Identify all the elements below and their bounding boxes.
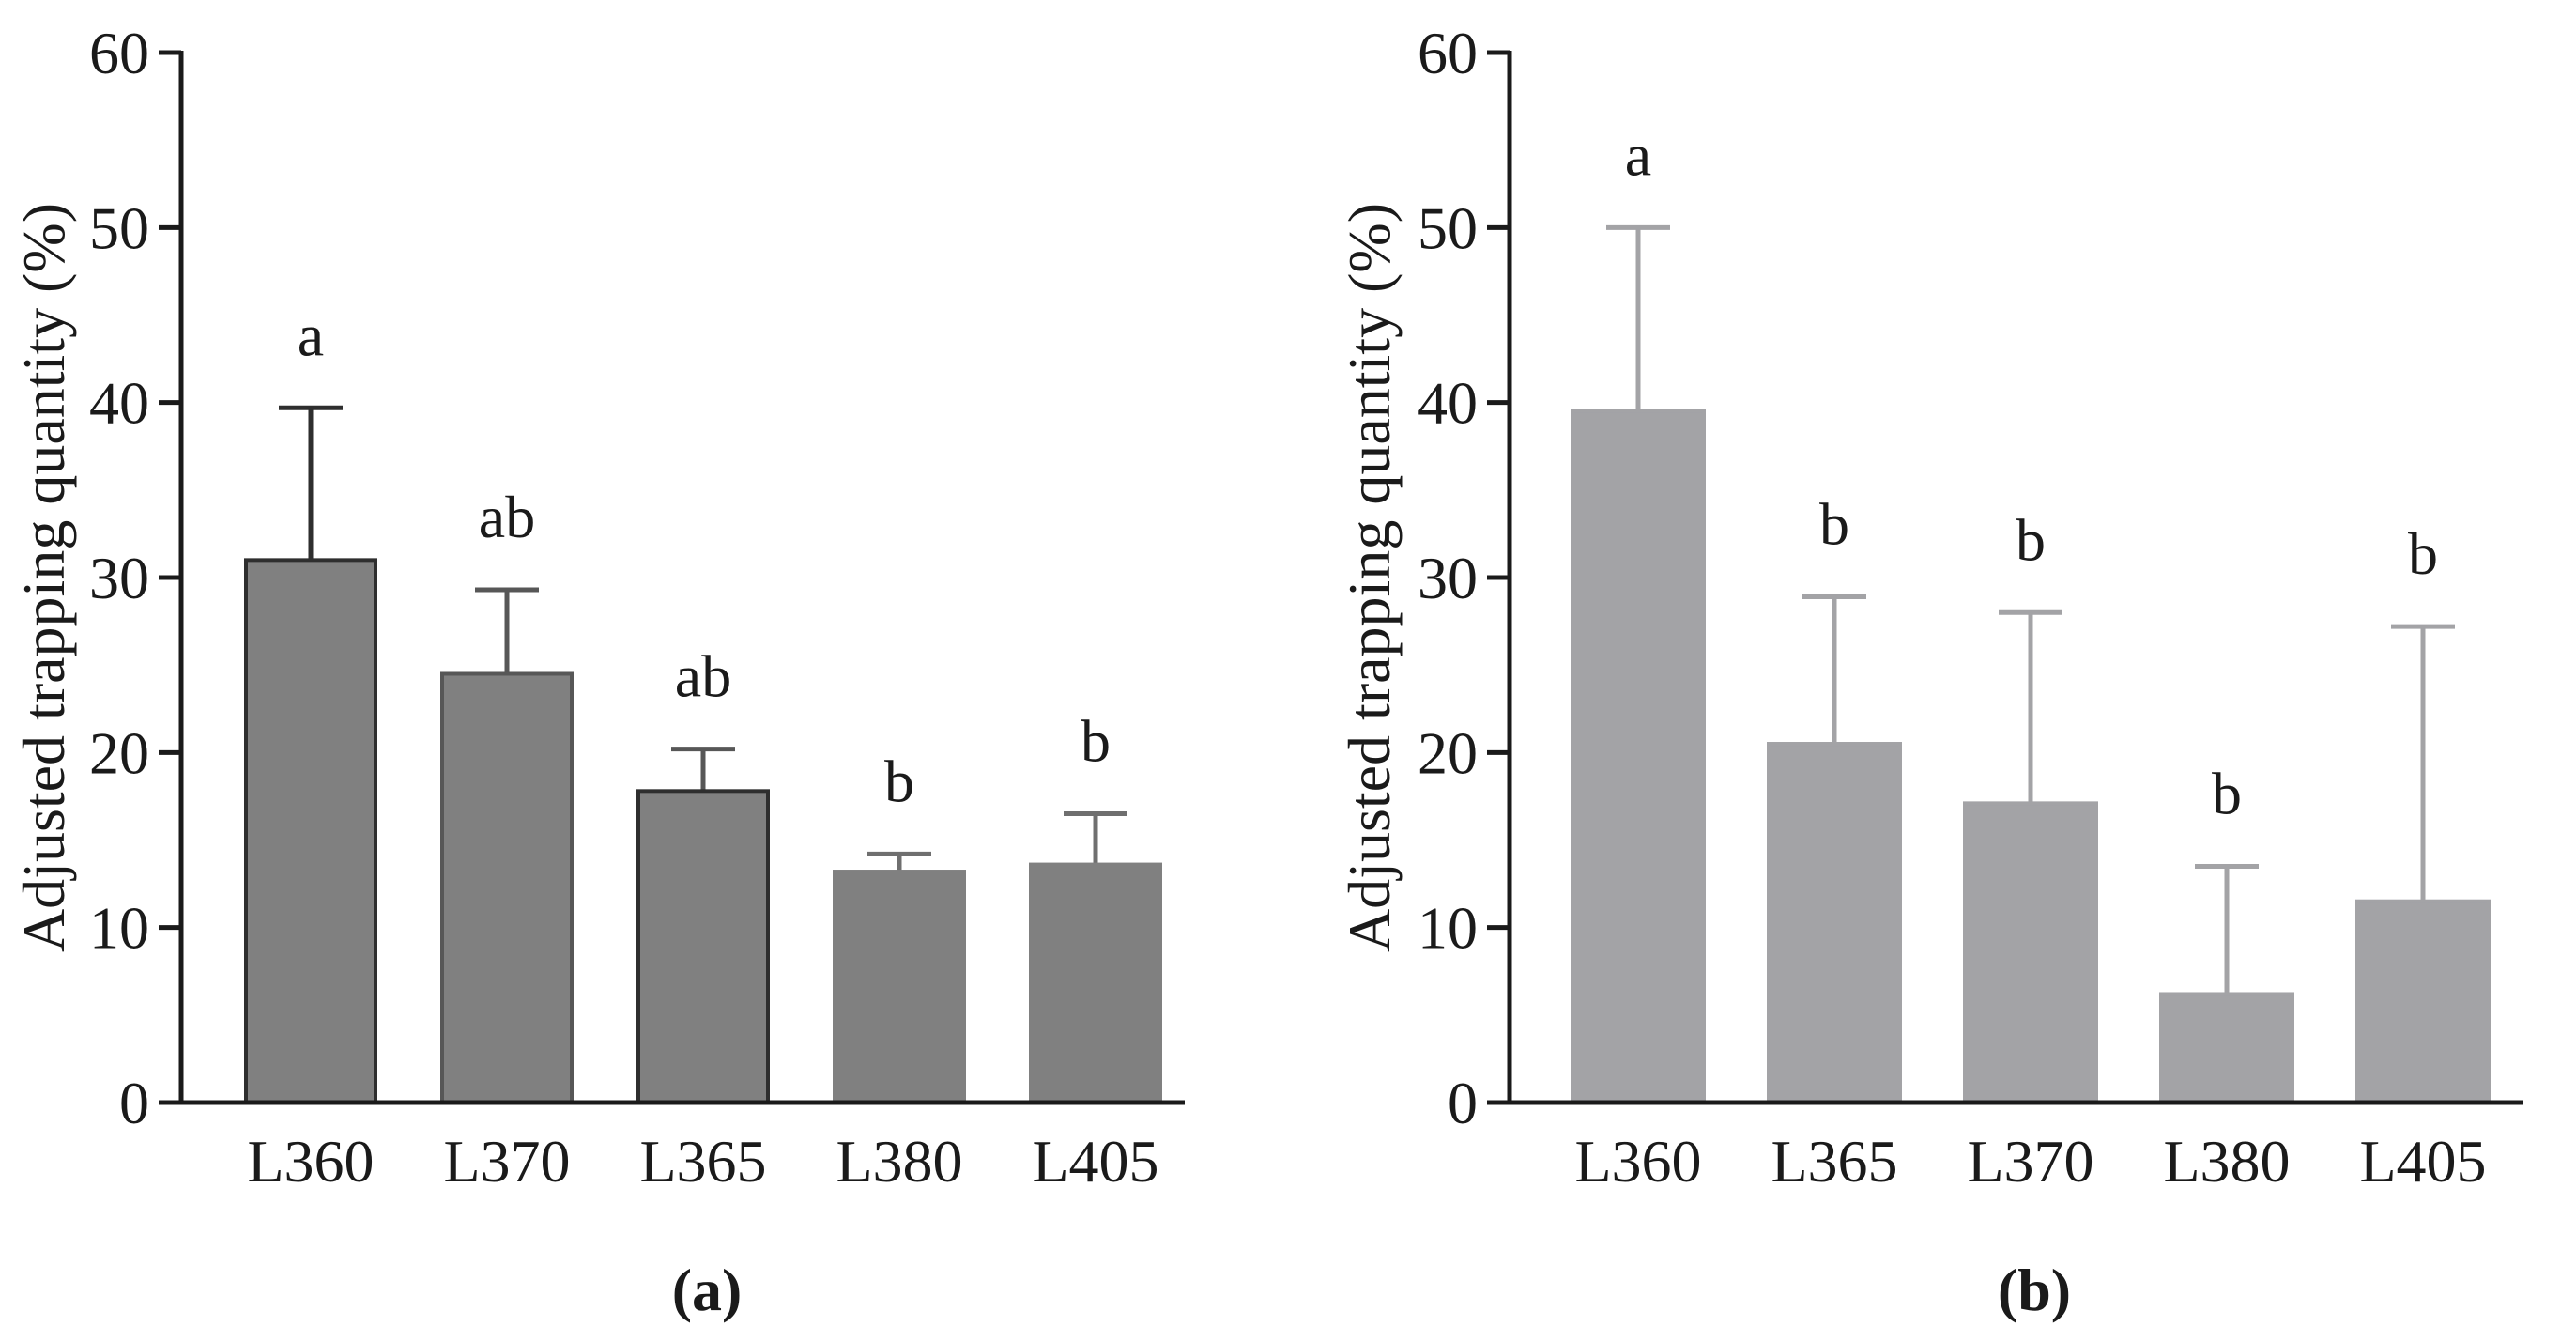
y-tick-label-10: 10 xyxy=(1418,895,1478,962)
bar-L405 xyxy=(1029,862,1162,1104)
significance-label-L405: b xyxy=(1081,708,1111,775)
bar-L365 xyxy=(636,789,770,1104)
y-tick-label-50: 50 xyxy=(1418,194,1478,261)
y-tick-label-30: 30 xyxy=(89,545,149,611)
y-tick-label-20: 20 xyxy=(89,719,149,786)
y-axis-title: Adjusted trapping quantity (%) xyxy=(10,203,77,952)
panel-label: (b) xyxy=(1998,1257,2071,1323)
x-tick-label-L360: L360 xyxy=(247,1128,374,1195)
bar-L370 xyxy=(1963,801,2098,1104)
y-tick-label-40: 40 xyxy=(1418,370,1478,437)
bar-L370 xyxy=(440,671,574,1104)
significance-label-L360: a xyxy=(1625,121,1651,188)
significance-label-L405: b xyxy=(2408,520,2438,587)
bar-L360 xyxy=(1571,409,1706,1104)
y-tick-label-60: 60 xyxy=(89,20,149,86)
x-tick-label-L370: L370 xyxy=(443,1128,570,1195)
y-axis-title: Adjusted trapping quantity (%) xyxy=(1336,203,1403,952)
significance-label-L370: b xyxy=(2016,506,2046,573)
bar-L380 xyxy=(833,870,966,1104)
x-tick-label-L405: L405 xyxy=(2359,1128,2486,1195)
significance-label-L365: ab xyxy=(675,643,731,710)
bar-L360 xyxy=(244,558,377,1104)
x-tick-label-L365: L365 xyxy=(639,1128,766,1195)
x-tick-label-L380: L380 xyxy=(836,1128,962,1195)
x-tick-label-L380: L380 xyxy=(2163,1128,2290,1195)
y-tick-label-40: 40 xyxy=(89,370,149,437)
y-tick-label-0: 0 xyxy=(119,1070,149,1136)
bar-L405 xyxy=(2355,899,2491,1105)
y-tick-label-50: 50 xyxy=(89,194,149,261)
y-tick-label-10: 10 xyxy=(89,895,149,962)
y-tick-label-0: 0 xyxy=(1448,1070,1478,1136)
significance-label-L370: ab xyxy=(479,484,535,550)
significance-label-L360: a xyxy=(298,301,324,368)
significance-label-L380: b xyxy=(2212,760,2242,826)
y-tick-label-20: 20 xyxy=(1418,719,1478,786)
x-tick-label-L370: L370 xyxy=(1967,1128,2093,1195)
y-tick-label-30: 30 xyxy=(1418,545,1478,611)
bar-L365 xyxy=(1767,742,1902,1104)
significance-label-L365: b xyxy=(1819,490,1849,557)
x-tick-label-L405: L405 xyxy=(1032,1128,1158,1195)
x-tick-label-L365: L365 xyxy=(1771,1128,1897,1195)
y-tick-label-60: 60 xyxy=(1418,20,1478,86)
chart-panel-a: a L360 ab L370 ab L365 b L380 b L405 0 10 20 30 40 50 60… xyxy=(10,20,1185,1323)
bar-L380 xyxy=(2159,992,2294,1105)
chart-panel-b: a L360 b L365 b L370 b L380 b L405 0 10 20 30 40 50 60 Ad… xyxy=(1336,20,2523,1323)
significance-label-L380: b xyxy=(884,748,914,814)
x-tick-label-L360: L360 xyxy=(1574,1128,1701,1195)
panel-label: (a) xyxy=(672,1257,743,1323)
